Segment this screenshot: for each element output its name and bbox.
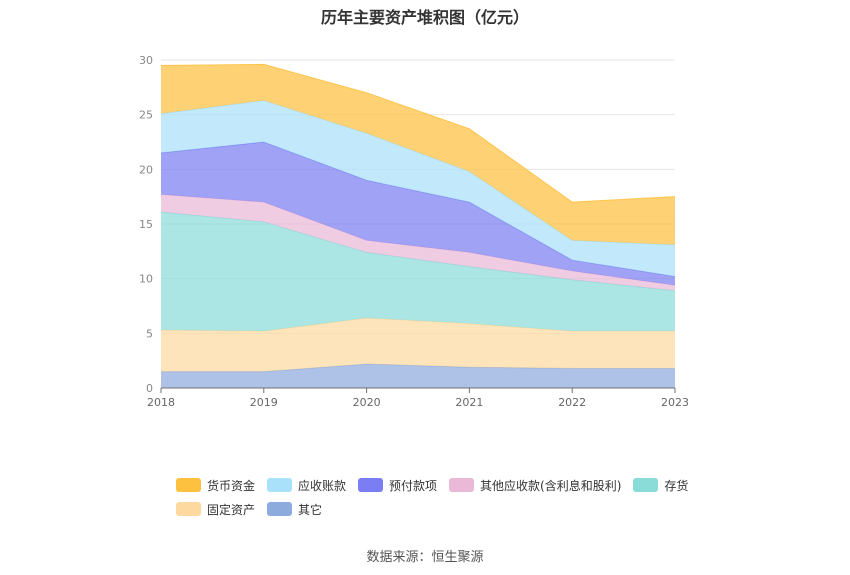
legend-item[interactable]: 存货 bbox=[633, 477, 688, 494]
legend-swatch bbox=[176, 478, 201, 492]
chart-title: 历年主要资产堆积图（亿元） bbox=[320, 8, 529, 27]
y-tick-label: 25 bbox=[139, 109, 153, 122]
y-tick-label: 10 bbox=[139, 273, 153, 286]
legend-swatch bbox=[633, 478, 659, 492]
legend-label: 固定资产 bbox=[207, 502, 256, 517]
legend-item[interactable]: 货币资金 bbox=[176, 477, 255, 494]
area-series-4 bbox=[161, 142, 675, 286]
legend-item[interactable]: 预付款项 bbox=[358, 477, 437, 494]
legend-swatch bbox=[449, 478, 475, 492]
x-tick-label: 2019 bbox=[250, 396, 278, 409]
x-tick-label: 2018 bbox=[147, 396, 175, 409]
axis-layer: 0 5 10 15 20 25 30 2018 2019 2020 2021 2022 2023 bbox=[139, 54, 689, 409]
legend-label: 其它 bbox=[298, 502, 323, 517]
x-tick-label: 2021 bbox=[455, 396, 483, 409]
legend-row-1: 货币资金 应收账款 预付款项 其他应收款(含利息和股利) 存货 bbox=[176, 473, 696, 497]
legend-swatch bbox=[358, 478, 384, 492]
legend-label: 预付款项 bbox=[389, 478, 438, 493]
y-tick-label: 0 bbox=[146, 382, 153, 395]
legend-label: 存货 bbox=[664, 478, 689, 493]
x-tick-label: 2020 bbox=[353, 396, 381, 409]
legend-item[interactable]: 其他应收款(含利息和股利) bbox=[449, 477, 621, 494]
legend-label: 货币资金 bbox=[207, 478, 256, 493]
legend: 货币资金 应收账款 预付款项 其他应收款(含利息和股利) 存货 固定资产 其它 bbox=[176, 473, 696, 521]
area-series-6 bbox=[161, 64, 675, 245]
x-tick-label: 2022 bbox=[558, 396, 586, 409]
legend-swatch bbox=[176, 502, 201, 516]
legend-item[interactable]: 其它 bbox=[267, 501, 322, 518]
y-tick-label: 15 bbox=[139, 218, 153, 231]
area-series-5 bbox=[161, 100, 675, 277]
area-series-edge-6 bbox=[160, 63, 676, 203]
y-tick-label: 5 bbox=[146, 327, 153, 340]
y-tick-label: 30 bbox=[139, 54, 153, 67]
legend-label: 其他应收款(含利息和股利) bbox=[480, 478, 622, 493]
legend-item[interactable]: 固定资产 bbox=[176, 501, 255, 518]
area-series-2 bbox=[161, 211, 675, 332]
area-series-1 bbox=[161, 318, 675, 372]
area-layer bbox=[160, 63, 676, 388]
legend-swatch bbox=[267, 478, 293, 492]
legend-item[interactable]: 应收账款 bbox=[267, 477, 346, 494]
legend-row-2: 固定资产 其它 bbox=[176, 497, 696, 521]
y-tick-label: 20 bbox=[139, 163, 153, 176]
data-source: 数据来源：恒生聚源 bbox=[366, 550, 484, 565]
legend-label: 应收账款 bbox=[298, 478, 347, 493]
x-tick-label: 2023 bbox=[661, 396, 689, 409]
legend-swatch bbox=[267, 502, 293, 516]
